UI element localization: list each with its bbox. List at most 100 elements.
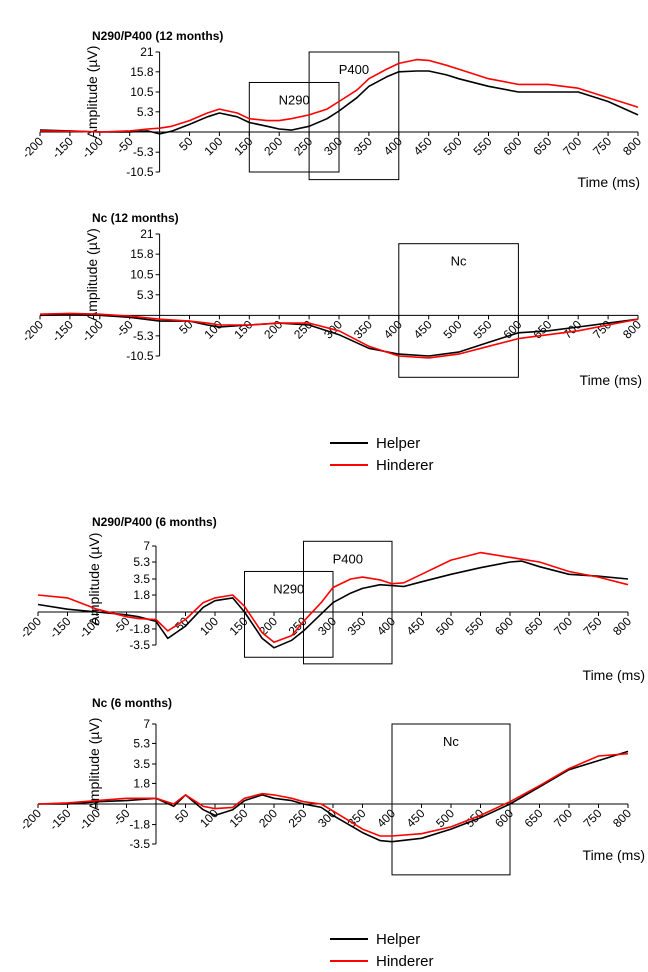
x-tick-label: 650	[530, 317, 554, 341]
hinderer-swatch	[330, 464, 368, 466]
y-axis-label: Amplitude (µV)	[86, 533, 102, 626]
x-tick-label: 200	[261, 317, 285, 341]
x-tick-label: 800	[610, 614, 634, 638]
x-tick-label: 600	[492, 806, 516, 830]
x-tick-label: 350	[345, 806, 369, 830]
chart-panel-2: Nc (12 months) Amplitude (µV) 21 15.8 10.5 5.…	[19, 211, 644, 388]
window-box-nc	[398, 243, 519, 378]
x-tick-label: 250	[291, 317, 315, 341]
y-tick-label: -10.5	[126, 349, 154, 363]
x-axis-label: Time (ms)	[580, 372, 642, 388]
legend-label-helper: Helper	[376, 930, 421, 948]
legend-label-hinderer: Hinderer	[376, 952, 434, 970]
series-line-helper	[39, 313, 639, 357]
window-box-p400	[308, 51, 400, 181]
x-tick-label: 150	[227, 614, 251, 638]
x-tick-label: -200	[19, 134, 46, 161]
x-axis-label: Time (ms)	[583, 667, 645, 683]
y-tick-label: 7	[143, 717, 150, 731]
x-tick-label: 800	[610, 806, 634, 830]
series-line-helper	[38, 750, 629, 843]
legend-item-hinderer: Hinderer	[330, 454, 434, 476]
x-tick-label: 150	[231, 134, 255, 158]
y-axis-label: Amplitude (µV)	[86, 718, 102, 811]
x-axis-label: Time (ms)	[583, 847, 645, 863]
x-tick-label: 500	[433, 614, 457, 638]
chart-panel-3: N290/P400 (6 months) Amplitude (µV) 7 5.3 3.…	[17, 515, 645, 683]
x-tick-label: 450	[411, 317, 435, 341]
y-axis-label: Amplitude (µV)	[84, 46, 100, 139]
y-tick-label: -1.8	[129, 818, 150, 832]
y-tick-label: -10.5	[126, 165, 154, 179]
helper-swatch	[330, 442, 368, 444]
x-tick-label: 300	[315, 806, 339, 830]
x-tick-label: 400	[381, 134, 405, 158]
window-box-n290	[248, 81, 340, 173]
x-tick-label: 50	[172, 806, 192, 826]
x-tick-label: -200	[17, 806, 44, 833]
chart-title: N290/P400 (6 months)	[92, 515, 217, 529]
y-tick-label: 15.8	[130, 65, 154, 79]
y-tick-label: 7	[143, 539, 150, 553]
x-tick-label: 350	[345, 614, 369, 638]
y-tick-label: -5.3	[133, 329, 154, 343]
x-tick-label: 300	[315, 614, 339, 638]
x-tick-label: 400	[381, 317, 405, 341]
y-tick-label: 21	[140, 45, 154, 59]
x-tick-label: 800	[620, 134, 644, 158]
x-tick-label: -150	[49, 317, 76, 344]
y-tick-label: 10.5	[130, 85, 154, 99]
legend-top: Helper Hinderer	[330, 432, 434, 476]
y-tick-label: 3.5	[133, 572, 150, 586]
window-label-nc: Nc	[443, 734, 459, 749]
x-tick-label: 700	[551, 806, 575, 830]
x-tick-label: 750	[590, 134, 614, 158]
y-tick-label: 3.5	[133, 757, 150, 771]
x-tick-label: -150	[47, 806, 74, 833]
x-tick-label: 100	[201, 317, 225, 341]
x-tick-label: -150	[49, 134, 76, 161]
y-tick-label: 5.3	[133, 736, 150, 750]
x-tick-label: 400	[374, 614, 398, 638]
window-label-nc: Nc	[451, 254, 467, 269]
x-tick-label: 250	[286, 806, 310, 830]
legend-label-helper: Helper	[376, 434, 421, 452]
x-tick-label: 750	[590, 317, 614, 341]
x-tick-label: 300	[321, 134, 345, 158]
x-tick-label: 750	[581, 806, 605, 830]
x-tick-label: 150	[231, 317, 255, 341]
x-tick-label: 200	[261, 134, 285, 158]
window-label-p400: P400	[339, 62, 369, 77]
chart-title: Nc (6 months)	[92, 696, 172, 710]
y-tick-label: 10.5	[130, 268, 154, 282]
y-tick-label: 15.8	[130, 247, 154, 261]
y-tick-label: 1.8	[133, 776, 150, 790]
x-tick-label: 400	[374, 806, 398, 830]
series-line-hinderer	[39, 312, 639, 359]
y-tick-label: 5.3	[133, 555, 150, 569]
series-line-helper	[39, 70, 639, 135]
chart-title: N290/P400 (12 months)	[92, 29, 223, 43]
x-axis-label: Time (ms)	[578, 174, 640, 190]
x-tick-label: 200	[256, 806, 280, 830]
window-label-n290: N290	[273, 581, 304, 596]
x-tick-label: 600	[500, 134, 524, 158]
y-tick-label: 5.3	[137, 288, 154, 302]
x-tick-label: 100	[197, 806, 221, 830]
x-tick-label: 700	[560, 134, 584, 158]
hinderer-swatch	[330, 960, 368, 962]
x-tick-label: 50	[176, 134, 196, 154]
x-tick-label: 100	[197, 614, 221, 638]
x-tick-label: 650	[522, 614, 546, 638]
window-label-n290: N290	[279, 92, 310, 107]
series-line-hinderer	[37, 551, 629, 643]
series-line-hinderer	[37, 752, 629, 837]
x-tick-label: 450	[404, 806, 428, 830]
y-tick-label: 5.3	[137, 105, 154, 119]
x-tick-label: 600	[492, 614, 516, 638]
x-tick-label: 150	[227, 806, 251, 830]
x-tick-label: -200	[17, 614, 44, 641]
x-tick-label: 750	[581, 614, 605, 638]
series-line-helper	[37, 560, 629, 649]
